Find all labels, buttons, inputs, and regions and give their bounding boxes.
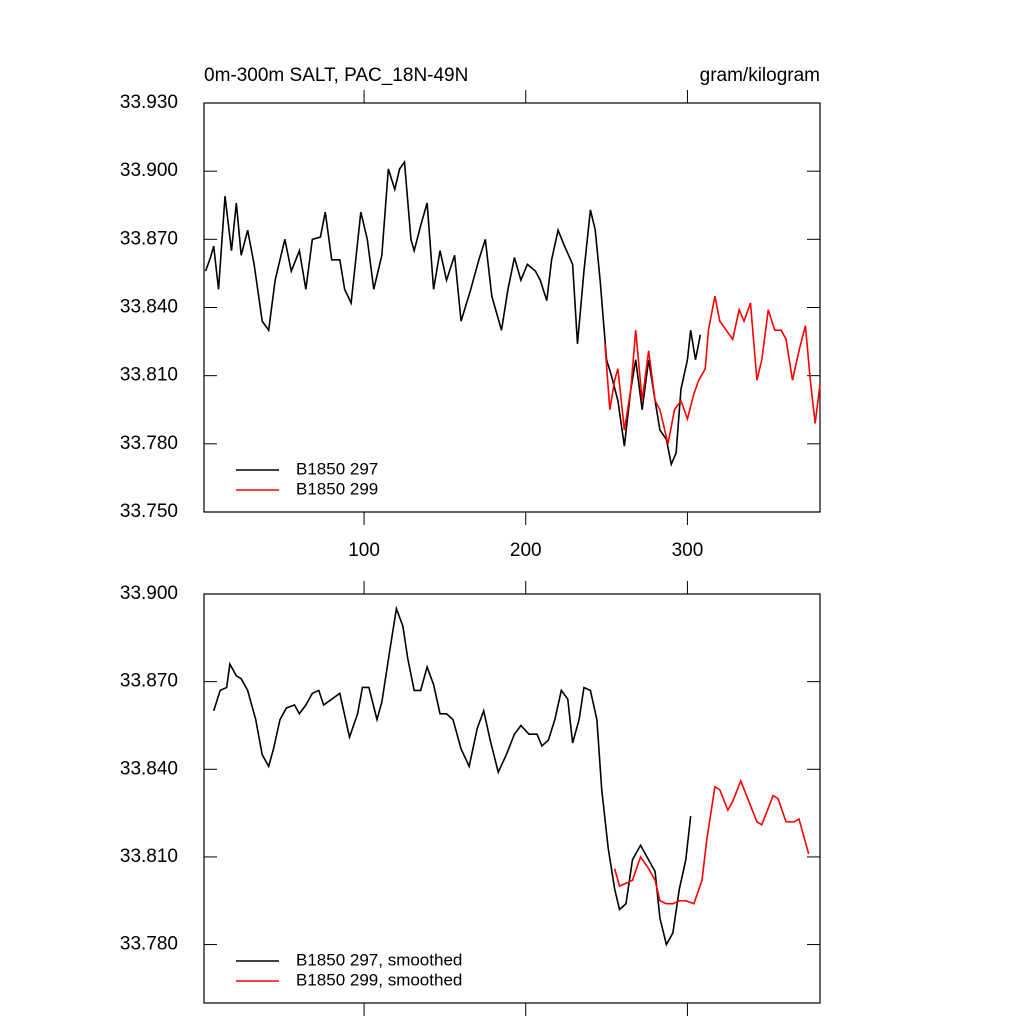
legend-label: B1850 297, smoothed (296, 950, 462, 969)
plot-frame (203, 593, 821, 1004)
series-line (613, 778, 810, 905)
series-line (212, 605, 692, 947)
y-tick-label: 33.900 (120, 160, 178, 181)
x-tick-label: 100 (348, 540, 380, 561)
y-tick-label: 33.900 (120, 583, 178, 604)
y-tick-label: 33.750 (120, 501, 178, 522)
y-tick-label: 33.930 (120, 92, 178, 113)
x-tick-label: 200 (510, 540, 542, 561)
y-tick-label: 33.870 (120, 671, 178, 692)
y-tick-label: 33.840 (120, 297, 178, 318)
legend-label: B1850 299, smoothed (296, 970, 462, 989)
x-tick-label: 300 (672, 540, 704, 561)
series-line (604, 295, 821, 445)
y-tick-label: 33.780 (120, 433, 178, 454)
chart-title: 0m-300m SALT, PAC_18N-49N (204, 65, 468, 86)
legend-label: B1850 297 (296, 459, 378, 478)
y-tick-label: 33.810 (120, 365, 178, 386)
y-tick-label: 33.780 (120, 934, 178, 955)
plot-frame (203, 102, 821, 513)
units-label: gram/kilogram (700, 65, 820, 86)
y-tick-label: 33.810 (120, 846, 178, 867)
y-tick-label: 33.840 (120, 758, 178, 779)
legend-label: B1850 299 (296, 479, 378, 498)
y-tick-label: 33.870 (120, 228, 178, 249)
